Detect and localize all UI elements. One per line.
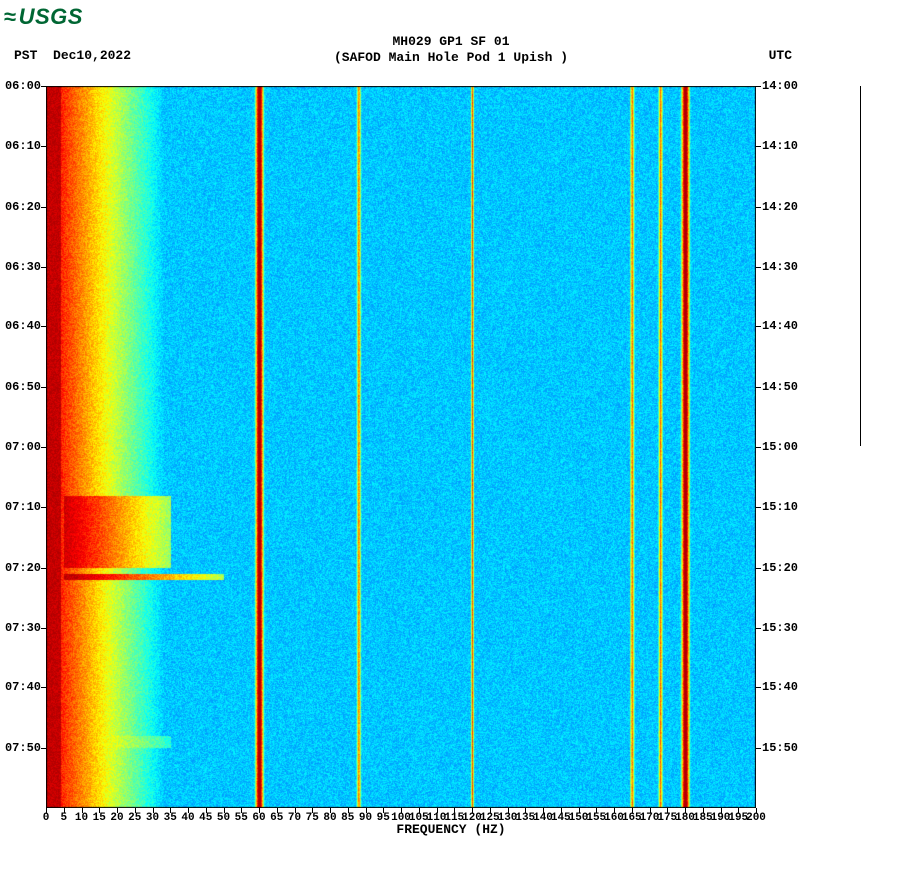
ytick-right: 14:00	[762, 79, 798, 93]
ytick-left: 06:10	[5, 139, 41, 153]
ytick-right: 15:20	[762, 561, 798, 575]
ytick-right: 14:10	[762, 139, 798, 153]
ytick-right: 15:00	[762, 440, 798, 454]
ytick-left: 07:40	[5, 680, 41, 694]
ytick-left: 07:50	[5, 741, 41, 755]
ytick-right: 15:40	[762, 680, 798, 694]
ytick-right: 14:40	[762, 319, 798, 333]
ytick-left: 06:50	[5, 380, 41, 394]
spectrogram-plot: 06:0006:1006:2006:3006:4006:5007:0007:10…	[46, 86, 756, 808]
ytick-left: 06:40	[5, 319, 41, 333]
ytick-right: 14:30	[762, 260, 798, 274]
ytick-left: 06:30	[5, 260, 41, 274]
title-line-1: MH029 GP1 SF 01	[392, 34, 509, 49]
left-tz: PST	[14, 48, 37, 63]
ytick-left: 07:30	[5, 621, 41, 635]
side-divider	[860, 86, 861, 446]
ytick-right: 15:10	[762, 500, 798, 514]
right-tickmarks	[756, 86, 761, 808]
spectrogram-canvas	[46, 86, 756, 808]
ytick-right: 15:30	[762, 621, 798, 635]
ytick-right: 14:50	[762, 380, 798, 394]
header-left: PST Dec10,2022	[14, 48, 131, 63]
ytick-right: 15:50	[762, 741, 798, 755]
date: Dec10,2022	[53, 48, 131, 63]
ytick-left: 06:20	[5, 200, 41, 214]
header-right: UTC	[769, 48, 792, 63]
ytick-left: 06:00	[5, 79, 41, 93]
ytick-left: 07:00	[5, 440, 41, 454]
right-tz: UTC	[769, 48, 792, 63]
ytick-left: 07:10	[5, 500, 41, 514]
left-tickmarks	[41, 86, 46, 808]
usgs-logo: USGS	[4, 4, 83, 30]
x-axis-label: FREQUENCY (HZ)	[0, 822, 902, 837]
chart-title: MH029 GP1 SF 01 (SAFOD Main Hole Pod 1 U…	[0, 34, 902, 65]
ytick-right: 14:20	[762, 200, 798, 214]
ytick-left: 07:20	[5, 561, 41, 575]
title-line-2: (SAFOD Main Hole Pod 1 Upish )	[334, 50, 568, 65]
